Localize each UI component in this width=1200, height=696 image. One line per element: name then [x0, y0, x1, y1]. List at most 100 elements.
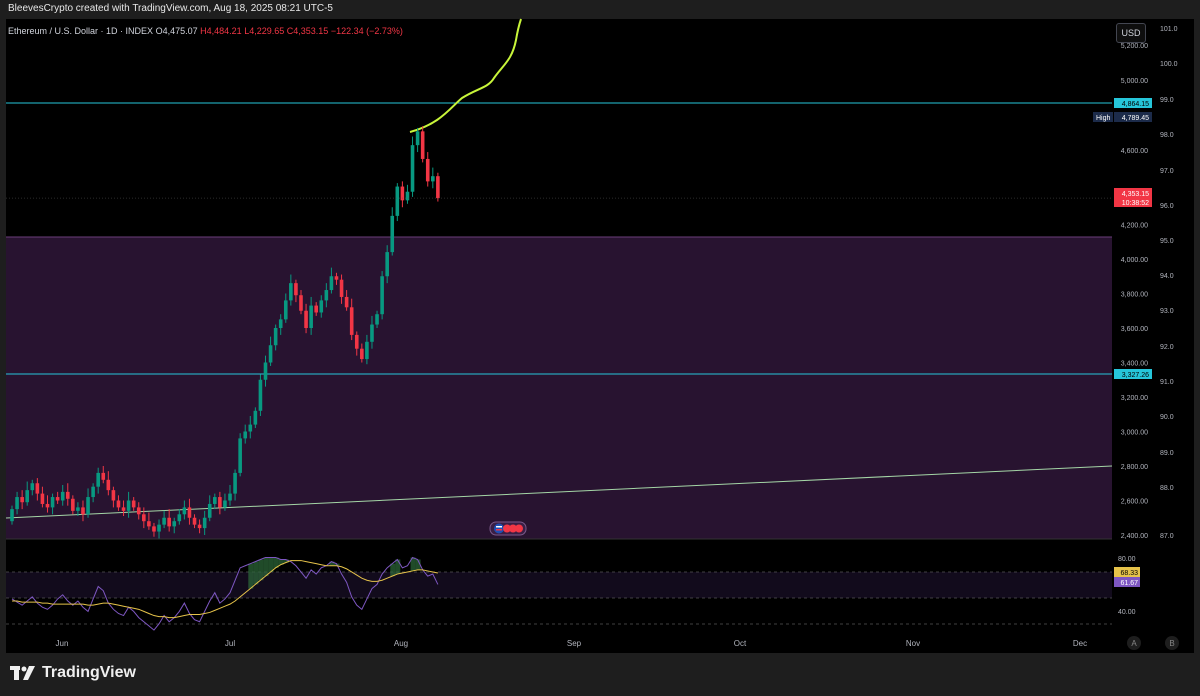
- candle: [76, 502, 80, 517]
- candle: [365, 334, 369, 365]
- candle-body: [15, 497, 19, 510]
- legend-change: −122.34 (−2.73%): [330, 26, 403, 36]
- rsi-value-tag: 68.33: [1120, 570, 1138, 577]
- candle-body: [223, 500, 227, 508]
- candle: [40, 486, 45, 508]
- events-icon[interactable]: [489, 521, 527, 536]
- candle: [71, 495, 75, 515]
- candle-body: [304, 310, 308, 328]
- log-scale-button[interactable]: [1165, 636, 1179, 650]
- secondary-tick-label: 92.0: [1160, 344, 1174, 351]
- time-tick-label: Jun: [56, 639, 69, 648]
- candle-body: [91, 486, 95, 498]
- symbol-legend[interactable]: Ethereum / U.S. Dollar · 1D · INDEX O4,4…: [8, 26, 403, 36]
- price-tick-label: 4,600.00: [1121, 148, 1148, 155]
- auto-scale-label: A: [1131, 639, 1137, 648]
- candle: [385, 245, 389, 284]
- candle-body: [400, 186, 405, 201]
- candle: [116, 495, 121, 511]
- candle-body: [126, 500, 131, 511]
- high-tag-label: High: [1096, 115, 1111, 122]
- candle-body: [263, 362, 268, 380]
- price-tick-label: 3,400.00: [1121, 361, 1148, 368]
- candle: [309, 296, 313, 335]
- price-tags: 4,864.15 4,789.45 High 4,353.15 10:38:52 3,32…: [1093, 98, 1152, 379]
- attribution-text: BleevesCrypto created with TradingView.c…: [8, 3, 333, 14]
- price-tick-label: 2,800.00: [1121, 464, 1148, 471]
- price-tag-bg: [1114, 112, 1152, 122]
- candle-body: [187, 507, 192, 518]
- price-tag-label: 10:38:52: [1122, 200, 1149, 207]
- currency-button[interactable]: USD: [1116, 23, 1146, 43]
- secondary-tick-label: 90.0: [1160, 414, 1174, 421]
- rsi-value-tag-bg: [1114, 567, 1140, 577]
- legend-high: H4,484.21: [200, 26, 242, 36]
- candle: [339, 274, 344, 304]
- price-tag-label: 4,353.15: [1122, 191, 1149, 198]
- candle: [162, 510, 166, 529]
- candle: [126, 491, 131, 518]
- secondary-tick-label: 87.0: [1160, 533, 1174, 540]
- price-chart[interactable]: 2,400.00 2,600.00 2,800.00 3,000.00 3,200.00…: [0, 0, 1200, 660]
- candle: [202, 510, 207, 535]
- candle-body: [243, 431, 248, 439]
- candle-body: [390, 215, 395, 253]
- horizontal-lines[interactable]: [6, 102, 1112, 375]
- candle-body: [136, 507, 141, 515]
- parabolic-curve[interactable]: [409, 18, 522, 133]
- candle-body: [319, 300, 324, 313]
- candle-body: [314, 305, 318, 313]
- candle-body: [380, 276, 384, 315]
- candle: [10, 505, 14, 525]
- candle: [30, 479, 35, 496]
- candle: [111, 486, 116, 508]
- candle-body: [65, 491, 70, 499]
- candle-body: [50, 497, 55, 508]
- candle: [177, 509, 182, 525]
- candle-body: [197, 524, 202, 529]
- price-tag-label: 3,327.26: [1122, 372, 1149, 379]
- candle-body: [248, 424, 253, 432]
- candle: [50, 493, 55, 515]
- candle-body: [177, 514, 182, 522]
- candle: [91, 483, 95, 503]
- candle-body: [96, 472, 100, 487]
- candle-body: [278, 319, 283, 328]
- time-axis[interactable]: Jun Jul Aug Sep Oct Nov Dec: [56, 639, 1088, 648]
- secondary-tick-label: 88.0: [1160, 485, 1174, 492]
- candle-body: [45, 503, 50, 508]
- rsi-tick-label: 40.00: [1118, 609, 1136, 616]
- candle-body: [55, 497, 60, 501]
- time-tick-label: Jul: [225, 639, 235, 648]
- candle-body: [172, 521, 177, 527]
- candle-body: [334, 276, 339, 280]
- candle-body: [294, 283, 298, 296]
- candle: [86, 488, 90, 518]
- log-scale-label: B: [1169, 639, 1174, 648]
- candle-body: [213, 497, 217, 504]
- candle-body: [253, 410, 258, 425]
- price-tag-bg: [1114, 197, 1152, 207]
- candle: [405, 184, 410, 204]
- candle-body: [410, 145, 415, 192]
- candle-body: [420, 131, 425, 159]
- candle: [360, 343, 364, 363]
- price-tick-label: 4,200.00: [1121, 223, 1148, 230]
- candle: [182, 500, 187, 520]
- candle: [152, 522, 156, 537]
- candle: [304, 303, 308, 334]
- secondary-tick-label: 99.0: [1160, 97, 1174, 104]
- candle-body: [385, 252, 389, 277]
- candle-body: [324, 290, 329, 301]
- candle-body: [218, 497, 222, 508]
- auto-scale-button[interactable]: [1127, 636, 1141, 650]
- price-axis[interactable]: [1112, 19, 1194, 653]
- tradingview-logo[interactable]: TradingView: [10, 664, 136, 682]
- candle: [167, 509, 171, 532]
- legend-low: L4,229.65: [244, 26, 285, 36]
- candle: [197, 519, 202, 534]
- candle-body: [425, 158, 430, 182]
- candle: [233, 469, 237, 501]
- price-tick-label: 2,400.00: [1121, 533, 1148, 540]
- rsi-tick-label: 80.00: [1118, 556, 1136, 563]
